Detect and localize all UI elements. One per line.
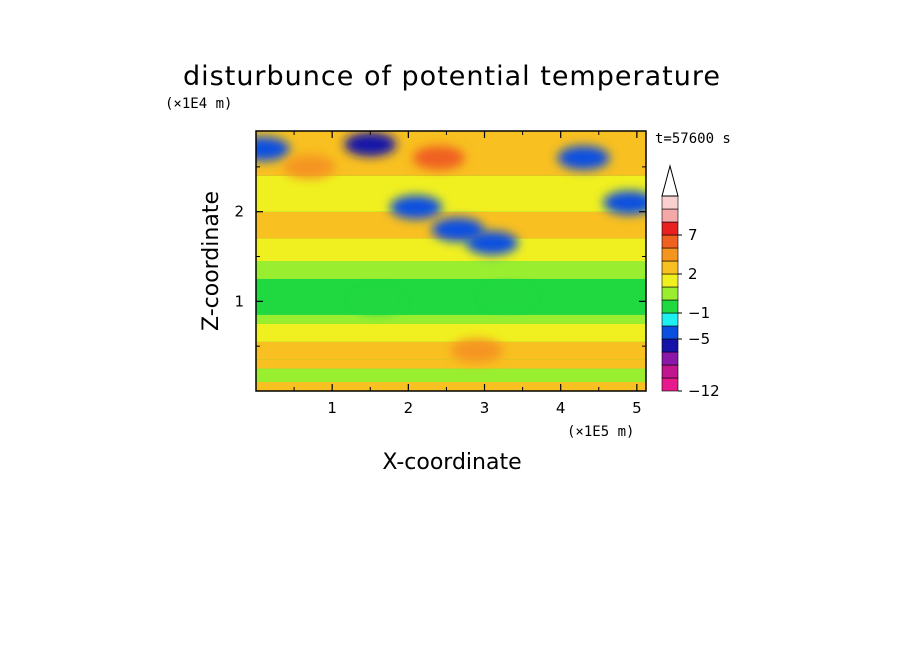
field-feature: [431, 217, 484, 242]
field-band: [256, 278, 646, 315]
colorbar-tick-label: −5: [688, 330, 710, 348]
field-feature: [389, 195, 442, 220]
colorbar-tick-label: −12: [688, 382, 720, 400]
field-features: [256, 132, 646, 363]
y-tick-label: 2: [234, 203, 244, 221]
colorbar-swatch: [661, 325, 679, 340]
x-ticks: 1 2 3 4 5: [293, 131, 642, 417]
colorbar-swatch: [661, 299, 679, 314]
field-feature: [603, 190, 646, 215]
colorbar-tick-label: 7: [688, 226, 698, 244]
chart-title: disturbunce of potential temperature: [183, 61, 721, 92]
field-feature: [450, 338, 503, 363]
colorbar: −12−5−127: [661, 164, 720, 400]
field-band: [256, 261, 646, 279]
y-ticks: 12: [234, 166, 646, 347]
colorbar-swatch: [661, 208, 679, 223]
x-tick-label: 3: [480, 399, 490, 417]
field-feature: [412, 145, 465, 170]
field-band: [256, 359, 646, 369]
field-band: [256, 238, 646, 261]
x-unit-label: (×1E5 m): [567, 424, 634, 440]
colorbar-swatch: [661, 273, 679, 288]
x-tick-label: 4: [556, 399, 566, 417]
colorbar-swatch: [661, 312, 679, 327]
colorbar-swatch: [661, 351, 679, 366]
field-feature: [557, 145, 610, 170]
colorbar-swatch: [661, 338, 679, 353]
field-band: [256, 175, 646, 212]
colorbar-swatch: [661, 234, 679, 249]
y-axis-label: Z-coordinate: [199, 191, 224, 331]
colorbar-swatch: [661, 260, 679, 275]
colorbar-swatch: [661, 286, 679, 301]
colorbar-tick-label: 2: [688, 265, 698, 283]
colorbar-swatch: [661, 195, 679, 210]
field-band: [256, 382, 646, 391]
time-label: t=57600 s: [655, 131, 731, 147]
colorbar-extend-arrow: [661, 164, 679, 197]
field-band: [256, 314, 646, 324]
x-tick-label: 2: [404, 399, 414, 417]
y-unit-label: (×1E4 m): [165, 96, 232, 112]
y-tick-label: 1: [234, 292, 244, 310]
field-feature: [283, 154, 336, 179]
colorbar-swatch: [661, 221, 679, 236]
x-axis-label: X-coordinate: [382, 450, 521, 475]
colorbar-swatch: [661, 377, 679, 392]
colorbar-swatch: [661, 364, 679, 379]
x-tick-label: 1: [327, 399, 337, 417]
field-feature: [466, 231, 519, 256]
field-feature: [256, 136, 290, 161]
field-feature: [351, 289, 404, 314]
field-band: [256, 323, 646, 342]
field-feature: [481, 284, 534, 309]
field-band: [256, 368, 646, 383]
x-tick-label: 5: [632, 399, 642, 417]
plot-frame: [255, 130, 647, 392]
colorbar-swatch: [661, 247, 679, 262]
field-feature: [344, 132, 397, 157]
colorbar-tick-label: −1: [688, 304, 710, 322]
